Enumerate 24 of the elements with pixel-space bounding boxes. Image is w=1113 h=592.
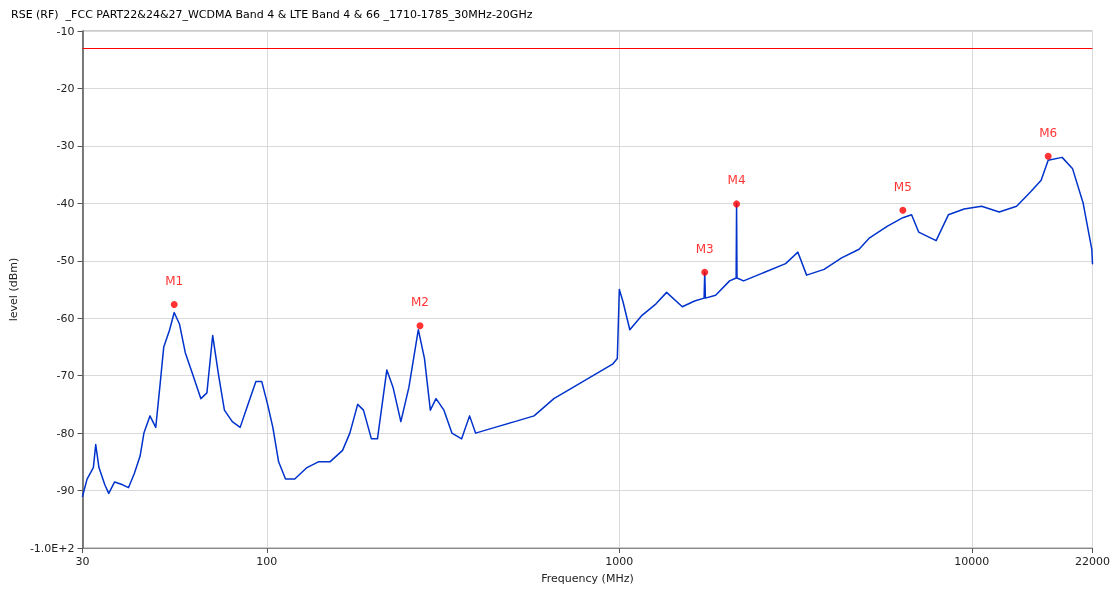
y-tick-label: -50 (56, 254, 75, 268)
y-tick-label: -20 (56, 81, 75, 95)
x-tick-label: 30 (75, 555, 90, 568)
y-tick-label: -80 (56, 426, 75, 440)
x-tick-label: 10000 (954, 555, 990, 568)
x-axis-title: Frequency (MHz) (541, 572, 634, 585)
x-tick-label: 22000 (1075, 555, 1110, 568)
data-label: M3 (695, 241, 714, 256)
x-tick-label: 1000 (605, 555, 634, 568)
y-tick-label: -70 (56, 369, 75, 383)
y-tick-label: -10 (56, 24, 75, 38)
y-axis-title: level (dBm) (7, 257, 20, 322)
y-tick-label: -1.0E+2 (29, 541, 75, 555)
x-tick-label: 100 (256, 555, 278, 568)
y-tick-label: -90 (56, 484, 75, 498)
data-label: M2 (411, 295, 430, 310)
data-label: M5 (893, 179, 912, 194)
data-label: M4 (727, 173, 746, 188)
data-label: M1 (165, 273, 184, 288)
y-tick-label: -60 (56, 311, 75, 325)
y-tick-label: -40 (56, 196, 75, 210)
chart-title: RSE (RF) _FCC PART22&24&27_WCDMA Band 4 & LTE Band 4 & 66 _1710-1785_30MHz-20GHz (11, 8, 533, 21)
y-tick-label: -30 (56, 139, 75, 153)
data-label: M6 (1039, 125, 1058, 140)
